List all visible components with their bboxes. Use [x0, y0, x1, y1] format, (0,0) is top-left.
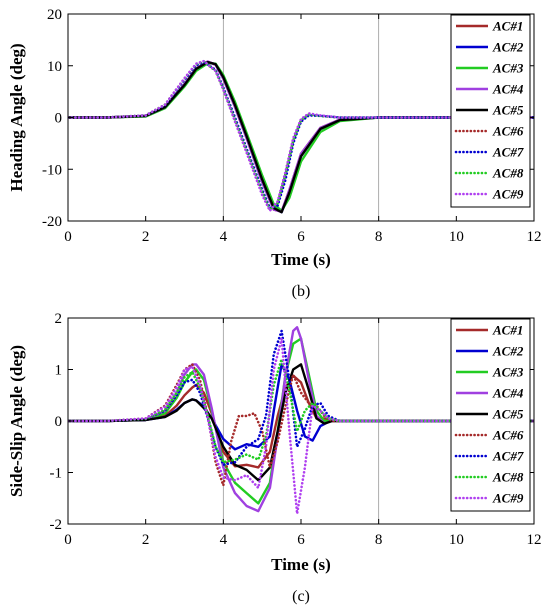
series-line-ac9 — [68, 337, 534, 516]
y-tick-label: 0 — [55, 414, 63, 430]
legend-entry: AC#9 — [492, 491, 524, 506]
x-tick-label: 8 — [375, 229, 383, 245]
x-tick-label: 4 — [220, 229, 228, 245]
y-axis-label: Side-Slip Angle (deg) — [7, 345, 26, 497]
y-tick-label: 20 — [47, 7, 62, 23]
x-tick-label: 0 — [64, 229, 72, 245]
x-tick-label: 10 — [449, 229, 464, 245]
panel-label: (c) — [292, 588, 310, 605]
legend-entry: AC#5 — [492, 103, 524, 118]
x-axis-label: Time (s) — [271, 250, 331, 269]
x-tick-label: 2 — [142, 229, 150, 245]
legend-entry: AC#2 — [492, 344, 524, 359]
x-tick-label: 12 — [527, 229, 542, 245]
panel-label: (b) — [292, 283, 311, 300]
y-tick-label: 2 — [55, 311, 63, 327]
series-line-ac7 — [68, 329, 534, 467]
series-line-ac5 — [68, 60, 534, 214]
x-tick-label: 10 — [449, 532, 464, 548]
legend-entry: AC#3 — [492, 365, 524, 380]
y-tick-label: 0 — [55, 111, 63, 127]
legend-entry: AC#2 — [492, 40, 524, 55]
legend-entry: AC#8 — [492, 166, 524, 181]
x-tick-label: 12 — [527, 532, 542, 548]
x-tick-label: 6 — [297, 532, 305, 548]
legend-entry: AC#4 — [492, 386, 524, 401]
chart-panel-1: 0 2 4 6 8 10 12 -20 -10 0 10 20 Time (s) Heading Angl… — [7, 7, 542, 300]
legend-entry: AC#6 — [492, 428, 524, 443]
series-line-ac6 — [68, 363, 534, 487]
x-tick-label: 4 — [220, 532, 228, 548]
legend-entry: AC#9 — [492, 187, 524, 202]
y-tick-label: -10 — [42, 162, 62, 178]
legend-entry: AC#1 — [492, 323, 523, 338]
x-tick-label: 6 — [297, 229, 305, 245]
legend-entry: AC#7 — [492, 449, 524, 464]
x-tick-label: 0 — [64, 532, 72, 548]
y-tick-label: -20 — [42, 214, 62, 230]
y-tick-label: 1 — [55, 363, 63, 379]
legend: AC#1 AC#2 AC#3 AC#4 AC#5 AC#6 AC#7 AC#8 AC#9 — [450, 14, 531, 208]
y-tick-label: -2 — [50, 517, 63, 533]
y-tick-label: -1 — [50, 466, 63, 482]
legend-entry: AC#3 — [492, 61, 524, 76]
legend-entry: AC#1 — [492, 19, 523, 34]
x-axis-label: Time (s) — [271, 555, 331, 574]
legend-entry: AC#7 — [492, 145, 524, 160]
legend-entry: AC#8 — [492, 470, 524, 485]
y-tick-label: 10 — [47, 59, 62, 75]
legend: AC#1 AC#2 AC#3 AC#4 AC#5 AC#6 AC#7 AC#8 AC#9 — [450, 318, 531, 512]
series-line-ac9 — [68, 59, 534, 212]
legend-entry: AC#6 — [492, 124, 524, 139]
x-tick-label: 2 — [142, 532, 150, 548]
x-tick-label: 8 — [375, 532, 383, 548]
legend-entry: AC#5 — [492, 407, 524, 422]
legend-entry: AC#4 — [492, 82, 524, 97]
y-axis-label: Heading Angle (deg) — [7, 43, 26, 191]
